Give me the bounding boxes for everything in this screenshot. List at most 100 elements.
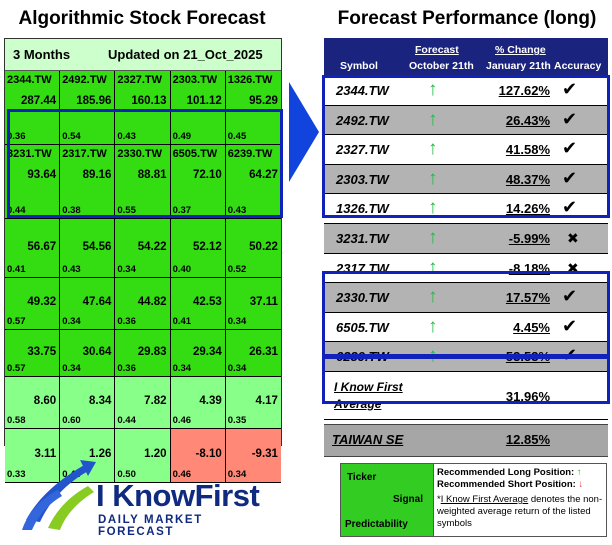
- cell-signal: 3.11: [34, 448, 57, 460]
- arrow-up-icon: ↑: [428, 108, 438, 130]
- forecast-cell: 52.12 0.40: [170, 219, 226, 278]
- performance-row: 6239.TW ↑ 53.53% ✔: [324, 342, 608, 372]
- cell-signal: 26.31: [249, 346, 278, 358]
- forecast-cell: 2327.TW 160.13 0.43: [115, 71, 171, 145]
- cell-predictability: 0.34: [62, 363, 81, 374]
- forecast-cell: 8.60 0.58: [5, 377, 61, 429]
- performance-row: 3231.TW ↑ -5.99% ✖: [324, 223, 608, 254]
- forecast-cell: 2303.TW 101.12 0.49: [170, 71, 226, 145]
- row-symbol: 2327.TW: [336, 142, 389, 158]
- cell-predictability: 0.58: [7, 415, 26, 426]
- forecast-cell: 42.53 0.41: [170, 278, 226, 330]
- forecast-cell: 4.17 0.35: [225, 377, 281, 429]
- legend-short: Recommended Short Position: ↓: [437, 479, 583, 490]
- row-symbol: 2303.TW: [336, 171, 389, 187]
- legend-long: Recommended Long Position: ↑: [437, 467, 582, 478]
- row-change: -5.99%: [508, 230, 550, 246]
- legend-note: *I Know First Average denotes the non-we…: [437, 494, 603, 529]
- row-symbol: 6239.TW: [336, 349, 389, 365]
- arrow-up-icon: ↑: [428, 79, 438, 100]
- cell-signal: 185.96: [76, 95, 112, 107]
- brand-logo: I KnowFirst DAILY MARKET FORECAST: [18, 458, 278, 538]
- cell-predictability: 0.50: [117, 469, 136, 480]
- average-value: 31.96%: [505, 388, 550, 404]
- arrow-up-icon: ↑: [576, 467, 582, 478]
- cell-ticker: 6505.TW: [172, 148, 218, 160]
- period-label: 3 Months: [13, 47, 71, 62]
- legend-short-label: Recommended Short Position:: [437, 479, 576, 490]
- average-label: I Know First Average: [334, 379, 403, 413]
- cell-signal: 47.64: [82, 296, 112, 308]
- forecast-cell: 26.31 0.34: [225, 330, 281, 377]
- forecast-cell: 1326.TW 95.29 0.45: [225, 71, 281, 145]
- benchmark-label: TAIWAN SE: [332, 431, 404, 447]
- forecast-cell: 37.11 0.34: [225, 278, 281, 330]
- cell-ticker: 1326.TW: [227, 74, 273, 86]
- legend-sample-cell: Ticker Signal Predictability: [341, 464, 434, 536]
- row-change: 48.37%: [505, 171, 550, 187]
- cell-signal: 89.16: [82, 169, 112, 181]
- cell-signal: 29.34: [192, 346, 222, 358]
- arrow-up-icon: ↑: [428, 167, 438, 189]
- forecast-cell: 29.83 0.36: [115, 330, 171, 377]
- average-row: I Know First Average 31.96%: [324, 371, 608, 420]
- cell-predictability: 0.44: [117, 415, 136, 426]
- cell-predictability: 0.45: [227, 131, 247, 142]
- cell-predictability: 0.46: [172, 469, 192, 480]
- cell-signal: -8.10: [195, 448, 222, 460]
- checkmark-icon: ✔: [562, 167, 578, 188]
- checkmark-icon: ✔: [562, 315, 578, 336]
- cell-signal: 72.10: [192, 169, 222, 181]
- grid-row: 3231.TW 93.64 0.44 2317.TW 89.16 0.38 2330.TW 8…: [5, 145, 281, 219]
- forecast-cell: 44.82 0.36: [115, 278, 171, 330]
- forecast-cell: 54.56 0.43: [60, 219, 116, 278]
- cell-predictability: 0.54: [62, 131, 81, 142]
- cell-signal: 8.34: [88, 395, 112, 407]
- performance-row: 2317.TW ↑ -8.18% ✖: [324, 253, 608, 284]
- legend-long-label: Recommended Long Position:: [437, 467, 575, 478]
- arrow-up-icon: ↑: [428, 226, 438, 248]
- cell-signal: 7.82: [144, 395, 167, 407]
- row-change: 53.53%: [505, 349, 550, 365]
- performance-row: 2327.TW ↑ 41.58% ✔: [324, 135, 608, 165]
- forecast-cell: 4.39 0.46: [170, 377, 226, 429]
- cell-ticker: 2327.TW: [117, 74, 163, 86]
- forecast-cell: 29.34 0.34: [170, 330, 226, 377]
- col-forecast-date: October 21th: [409, 60, 474, 72]
- cell-signal: 4.17: [255, 395, 278, 407]
- cell-predictability: 0.34: [62, 316, 81, 327]
- row-symbol: 3231.TW: [336, 230, 389, 246]
- checkmark-icon: ✔: [562, 345, 578, 366]
- cell-predictability: 0.60: [62, 415, 81, 426]
- forecast-cell: 56.67 0.41: [5, 219, 61, 278]
- cell-signal: 8.60: [33, 395, 57, 407]
- cell-signal: 50.22: [249, 241, 278, 253]
- right-panel-title: Forecast Performance (long): [337, 8, 597, 29]
- row-change: 26.43%: [505, 112, 550, 128]
- cell-ticker: 2303.TW: [172, 74, 218, 86]
- cell-predictability: 0.52: [227, 264, 247, 275]
- forecast-cell: 7.82 0.44: [115, 377, 171, 429]
- grid-header: 3 Months Updated on 21_Oct_2025: [5, 39, 281, 71]
- left-panel-title: Algorithmic Stock Forecast: [18, 8, 266, 29]
- arrow-up-icon: ↑: [428, 138, 438, 160]
- forecast-cell: 2317.TW 89.16 0.38: [60, 145, 116, 219]
- cell-predictability: 0.41: [7, 264, 26, 275]
- benchmark-value: 12.85%: [505, 431, 550, 447]
- cell-signal: -9.31: [251, 448, 278, 460]
- forecast-cell: 49.32 0.57: [5, 278, 61, 330]
- cell-predictability: 0.46: [172, 415, 192, 426]
- forecast-cell: -9.31 0.34: [225, 429, 281, 483]
- forecast-cell: 2492.TW 185.96 0.54: [60, 71, 116, 145]
- forecast-cell: 30.64 0.34: [60, 330, 116, 377]
- performance-table: Symbol Forecast October 21th % Change Ja…: [324, 38, 608, 457]
- cell-predictability: 0.34: [172, 363, 192, 374]
- logo-tagline: DAILY MARKET FORECAST: [98, 514, 203, 538]
- cell-signal: 56.67: [27, 241, 57, 253]
- cell-signal: 88.81: [137, 169, 167, 181]
- forecast-cell: 50.22 0.52: [225, 219, 281, 278]
- cell-signal: 1.26: [88, 448, 112, 460]
- performance-row: 2330.TW ↑ 17.57% ✔: [324, 283, 608, 313]
- cell-predictability: 0.35: [227, 415, 247, 426]
- cell-predictability: 0.57: [7, 363, 26, 374]
